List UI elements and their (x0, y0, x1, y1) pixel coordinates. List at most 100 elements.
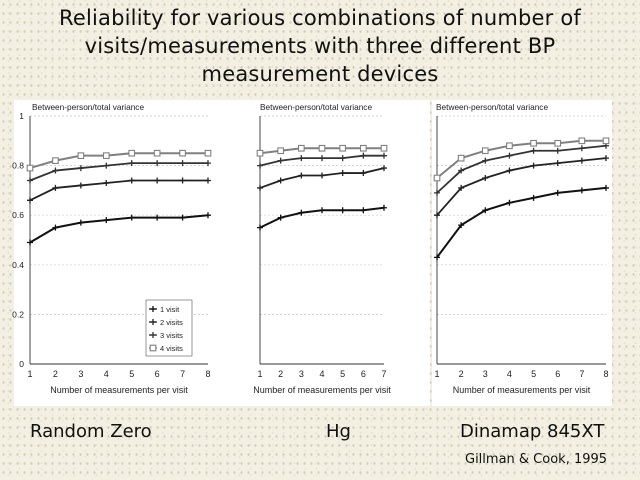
data-point (554, 147, 561, 154)
y-tick-label: 0.6 (12, 210, 24, 220)
data-point (154, 214, 161, 221)
data-point (602, 137, 610, 145)
citation: Gillman & Cook, 1995 (465, 452, 608, 467)
data-point (154, 160, 161, 167)
y-axis-label: Between-person/total variance (260, 102, 372, 112)
chart-panel-2: Between-person/total variance 1 2 3 4 5 6 7 Numb… (253, 100, 430, 406)
data-point (381, 204, 387, 211)
x-tick-label: 4 (104, 369, 109, 379)
device-label-hg: Hg (326, 421, 351, 442)
device-label-dinamap: Dinamap 845XT (460, 421, 605, 442)
data-point (257, 224, 263, 231)
data-point (433, 174, 441, 182)
data-point (277, 157, 284, 164)
data-point (153, 149, 161, 157)
data-point (457, 154, 465, 162)
data-point (256, 149, 264, 157)
data-point (578, 157, 585, 164)
y-axis-label: Between-person/total variance (436, 102, 548, 112)
data-point (603, 155, 609, 162)
y-tick-label: 0.8 (12, 161, 24, 171)
data-point (52, 167, 59, 174)
data-point (319, 172, 325, 179)
data-point (339, 207, 346, 214)
series-line-1 (29, 214, 209, 244)
series-line-3 (29, 162, 208, 182)
chart-panel-background (432, 100, 612, 406)
title-line: visits/measurements with three different… (84, 34, 556, 58)
series-line-1 (436, 186, 607, 258)
x-axis-label: Number of measurements per visit (50, 385, 188, 395)
data-point (297, 144, 305, 152)
x-tick-label: 6 (155, 369, 160, 379)
x-tick-label: 3 (299, 369, 304, 379)
data-point (530, 194, 537, 201)
y-tick-label: 0.4 (12, 260, 24, 270)
data-point (27, 239, 33, 246)
data-point (506, 167, 513, 174)
data-point (179, 149, 186, 157)
x-tick-label: 6 (361, 369, 366, 379)
legend-swatch-marker (150, 319, 156, 325)
x-tick-label: 5 (531, 369, 536, 379)
data-point (204, 149, 212, 157)
data-point (530, 139, 537, 147)
x-tick-label: 2 (459, 369, 464, 379)
x-tick-label: 7 (180, 369, 185, 379)
data-point (103, 162, 110, 169)
data-point (578, 145, 585, 152)
legend-label: 3 visits (160, 331, 183, 340)
data-point (77, 165, 84, 172)
data-point (339, 144, 347, 152)
data-point (103, 179, 110, 186)
data-point (339, 170, 346, 177)
data-point (578, 187, 585, 194)
data-point (360, 170, 367, 177)
data-point (257, 184, 263, 191)
data-point (102, 152, 110, 160)
x-tick-label: 7 (579, 369, 584, 379)
x-tick-label: 8 (205, 369, 210, 379)
data-point (52, 224, 59, 231)
title-line: Reliability for various combinations of … (59, 6, 581, 30)
data-point (77, 182, 84, 189)
data-point (205, 160, 211, 167)
x-tick-label: 2 (278, 369, 283, 379)
data-point (554, 189, 561, 196)
legend-swatch-marker (150, 306, 156, 312)
data-point (360, 207, 367, 214)
y-tick-label: 0 (19, 359, 24, 369)
x-tick-label: 4 (507, 369, 512, 379)
data-point (554, 139, 562, 147)
device-label-random-zero: Random Zero (30, 421, 152, 442)
x-axis-label: Number of measurements per visit (453, 385, 591, 395)
data-point (298, 209, 305, 216)
data-point (277, 214, 284, 221)
chart-panel-1: 0 0.2 0.4 0.6 0.8 1 Between-person/total varia… (12, 100, 256, 406)
x-axis-label: Number of measurements per visit (253, 385, 391, 395)
data-point (530, 162, 537, 169)
data-point (458, 222, 465, 229)
y-tick-label: 0.2 (12, 309, 24, 319)
data-point (458, 184, 465, 191)
data-point (381, 152, 387, 159)
data-point (318, 144, 326, 152)
data-point (205, 177, 211, 184)
series-line-2 (29, 179, 208, 202)
data-point (434, 189, 440, 196)
data-point (52, 157, 59, 164)
data-point (434, 254, 440, 261)
x-tick-label: 2 (53, 369, 58, 379)
data-point (481, 147, 489, 155)
x-tick-label: 1 (27, 369, 32, 379)
data-point (277, 147, 285, 155)
data-point (381, 165, 387, 172)
data-point (128, 149, 136, 157)
data-point (482, 175, 489, 181)
data-point (458, 167, 465, 174)
data-point (205, 212, 211, 219)
x-tick-label: 4 (319, 369, 324, 379)
data-point (506, 142, 513, 150)
data-point (26, 164, 34, 172)
data-point (27, 177, 33, 184)
